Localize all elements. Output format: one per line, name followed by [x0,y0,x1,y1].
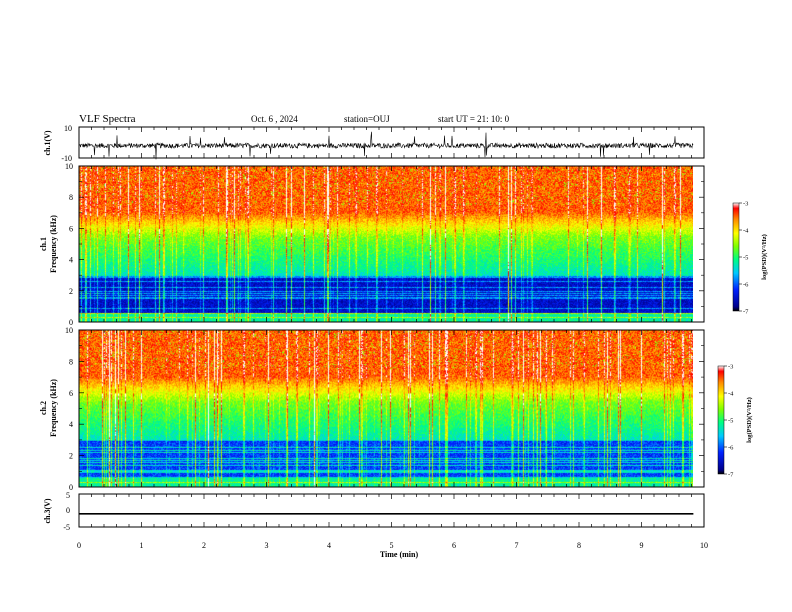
ch2-spectrogram-image [79,330,693,487]
ch3-ytick-mid: 0 [66,506,70,515]
ch1-waveform-trace [78,131,694,160]
colorbar-tick-label: -7 [728,472,734,479]
colorbar-tick-label: -4 [743,228,749,235]
frequency-tick-label: 6 [69,389,73,398]
colorbar-tick-label: -3 [743,201,748,208]
ch3-waveform-panel: 5 0 -5 ch.3(V) 0 1 2 3 4 5 6 7 8 9 10 Time (min) [43,491,708,559]
ch1-spectrogram-time-ticks [78,166,705,322]
colorbar-tick-label: -3 [728,364,733,371]
frequency-tick-label: 8 [69,193,73,202]
time-tick-label: 9 [640,541,644,550]
ch1-colorbar-ticks: -3 -4 -5 -6 -7 [739,201,749,316]
frequency-tick-label: 4 [69,420,73,429]
ch1-frequency-axis-label: Frequency (kHz) [49,215,58,273]
ch1-colorbar-label: log(PSD)(V²/Hz) [761,234,768,280]
ch1-frequency-ticks: 0 2 4 6 8 10 [65,162,704,327]
ch1-spectrogram-channel-label: ch.1 [39,237,48,251]
ch1-spectrogram-image [79,166,693,322]
ch2-spectrogram-time-ticks [78,330,705,487]
colorbar-tick-label: -5 [728,418,733,425]
time-tick-label: 8 [577,541,581,550]
frequency-tick-label: 8 [69,357,73,366]
ch1-spectrogram-panel: 0 2 4 6 8 10 ch.1 Frequency (kHz) [39,162,705,327]
frequency-tick-label: 10 [65,326,73,335]
time-tick-label: 2 [202,541,206,550]
ch2-frequency-axis-label: Frequency (kHz) [49,379,58,437]
ch1-colorbar: -3 -4 -5 -6 -7 log(PSD)(V²/Hz) [732,201,768,316]
ch1-ytick-bottom: -10 [61,154,72,163]
time-tick-label: 4 [327,541,331,550]
frequency-tick-label: 0 [69,318,73,327]
ch2-colorbar-label: log(PSD)(V²/Hz) [746,397,753,443]
colorbar-tick-label: -6 [728,445,734,452]
ch1-colorbar-gradient [732,202,740,312]
ch3-ytick-bottom: -5 [63,523,70,532]
ch3-ytick-top: 5 [66,491,70,500]
time-tick-label: 1 [140,541,144,550]
ch1-waveform-ticks [78,127,705,158]
ch1-waveform-panel: 10 -10 ch.1(V) [43,124,705,163]
colorbar-tick-label: -5 [743,255,748,262]
time-tick-label: 3 [265,541,269,550]
ch2-spectrogram-channel-label: ch.2 [39,401,48,415]
colorbar-tick-label: -7 [743,309,749,316]
frequency-tick-label: 6 [69,224,73,233]
time-tick-label: 10 [700,541,708,550]
ch2-colorbar-ticks: -3 -4 -5 -6 -7 [724,364,734,479]
start-time-label: start UT = 21: 10: 0 [438,114,510,124]
time-axis-tick-labels: 0 1 2 3 4 5 6 7 8 9 10 [77,541,708,550]
ch2-colorbar-gradient [717,365,725,475]
frequency-tick-label: 2 [69,452,73,461]
colorbar-tick-label: -6 [743,282,749,289]
time-tick-label: 7 [515,541,519,550]
colorbar-tick-label: -4 [728,391,734,398]
ch2-frequency-ticks: 0 2 4 6 8 10 [65,326,704,492]
ch2-colorbar: -3 -4 -5 -6 -7 log(PSD)(V²/Hz) [717,364,753,479]
frequency-tick-label: 0 [69,483,73,492]
time-tick-label: 6 [452,541,456,550]
frequency-tick-label: 2 [69,287,73,296]
station-label: station=OUJ [344,114,390,124]
figure-title: VLF Spectra [79,113,136,125]
time-tick-label: 5 [390,541,394,550]
frequency-tick-label: 10 [65,162,73,171]
ch1-waveform-ylabel: ch.1(V) [43,130,52,155]
frequency-tick-label: 4 [69,256,73,265]
ch3-waveform-ticks [78,494,705,527]
ch3-waveform-ylabel: ch.3(V) [43,498,52,523]
time-axis-label: Time (min) [380,550,419,559]
ch2-spectrogram-panel: 0 2 4 6 8 10 ch.2 Frequency (kHz) [39,326,705,492]
time-tick-label: 0 [77,541,81,550]
ch1-ytick-top: 10 [64,124,72,133]
date-label: Oct. 6 , 2024 [251,114,298,124]
